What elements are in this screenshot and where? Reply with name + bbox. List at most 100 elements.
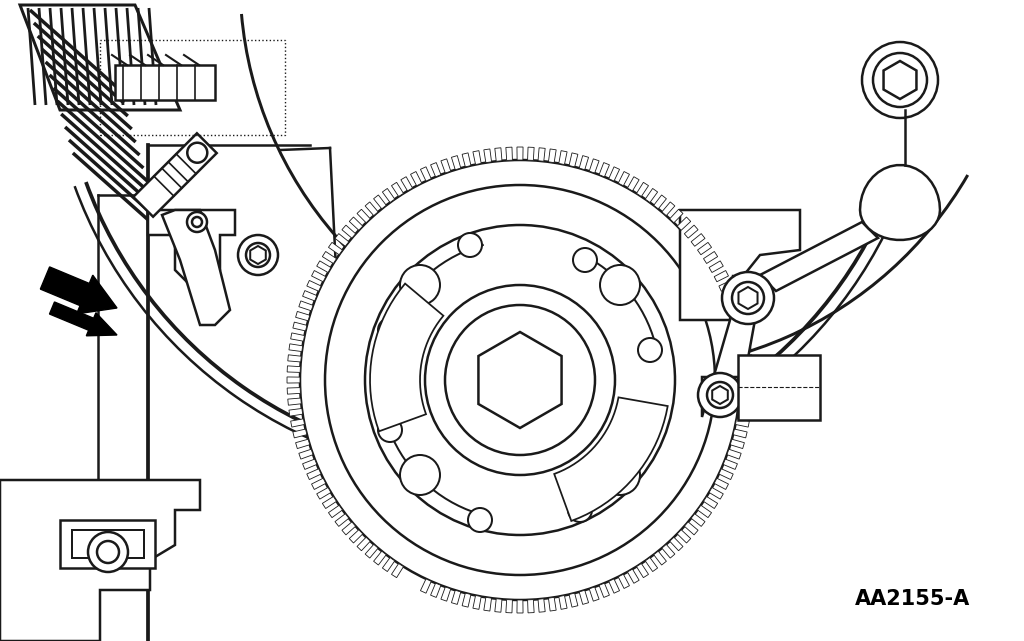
Polygon shape <box>608 579 620 593</box>
Polygon shape <box>599 163 609 177</box>
Polygon shape <box>296 312 309 320</box>
Polygon shape <box>860 165 940 240</box>
Polygon shape <box>462 593 471 607</box>
Polygon shape <box>527 599 535 613</box>
Polygon shape <box>733 322 748 331</box>
Bar <box>60 520 155 568</box>
Polygon shape <box>733 429 748 438</box>
Polygon shape <box>323 497 337 508</box>
Polygon shape <box>506 147 512 160</box>
Circle shape <box>707 382 733 408</box>
Polygon shape <box>293 322 307 331</box>
Polygon shape <box>739 388 753 394</box>
Circle shape <box>238 235 278 275</box>
Polygon shape <box>628 569 639 583</box>
Polygon shape <box>349 529 362 543</box>
Polygon shape <box>287 377 300 383</box>
Polygon shape <box>559 595 567 610</box>
Polygon shape <box>714 271 728 282</box>
Circle shape <box>638 338 662 362</box>
Polygon shape <box>349 217 362 230</box>
Polygon shape <box>527 147 535 160</box>
Polygon shape <box>645 558 657 572</box>
Polygon shape <box>735 333 750 341</box>
Polygon shape <box>670 537 683 551</box>
Polygon shape <box>569 593 578 607</box>
Polygon shape <box>737 408 751 416</box>
Polygon shape <box>628 177 639 191</box>
Polygon shape <box>735 419 750 427</box>
Circle shape <box>193 217 202 227</box>
Circle shape <box>425 285 615 475</box>
Polygon shape <box>618 574 630 588</box>
Polygon shape <box>709 488 723 499</box>
Polygon shape <box>719 469 733 479</box>
Polygon shape <box>291 333 304 341</box>
Circle shape <box>246 243 270 267</box>
Polygon shape <box>299 301 313 311</box>
Polygon shape <box>289 344 303 351</box>
Polygon shape <box>411 172 422 186</box>
Polygon shape <box>357 209 371 223</box>
Polygon shape <box>289 408 303 416</box>
Polygon shape <box>589 587 599 601</box>
Polygon shape <box>452 590 461 604</box>
Polygon shape <box>370 283 443 431</box>
Polygon shape <box>311 271 326 282</box>
Bar <box>72 530 144 558</box>
Polygon shape <box>342 225 355 238</box>
Polygon shape <box>723 459 737 469</box>
Polygon shape <box>288 355 301 362</box>
Polygon shape <box>738 355 820 420</box>
Circle shape <box>628 418 652 442</box>
Polygon shape <box>538 148 545 162</box>
Polygon shape <box>329 505 342 518</box>
Circle shape <box>325 185 715 575</box>
Polygon shape <box>483 149 492 163</box>
Polygon shape <box>730 312 744 320</box>
Polygon shape <box>684 522 698 535</box>
Circle shape <box>698 373 742 417</box>
Polygon shape <box>730 439 744 449</box>
Polygon shape <box>133 133 217 217</box>
Polygon shape <box>680 210 800 320</box>
Circle shape <box>445 305 595 455</box>
Polygon shape <box>0 480 200 641</box>
Circle shape <box>573 248 597 272</box>
Polygon shape <box>580 156 589 170</box>
Polygon shape <box>311 478 326 490</box>
Polygon shape <box>697 242 712 254</box>
Polygon shape <box>495 148 502 162</box>
Polygon shape <box>677 217 691 230</box>
Bar <box>100 40 285 135</box>
Polygon shape <box>738 287 758 309</box>
Polygon shape <box>760 222 878 291</box>
Polygon shape <box>549 149 556 163</box>
Polygon shape <box>702 276 763 417</box>
Polygon shape <box>307 281 322 291</box>
Polygon shape <box>430 163 441 177</box>
Polygon shape <box>670 209 683 223</box>
Polygon shape <box>549 597 556 611</box>
Polygon shape <box>366 202 378 215</box>
Polygon shape <box>662 544 675 558</box>
Polygon shape <box>723 290 737 301</box>
Polygon shape <box>391 182 403 197</box>
Polygon shape <box>517 600 523 613</box>
Polygon shape <box>495 599 502 612</box>
Polygon shape <box>473 595 481 610</box>
Polygon shape <box>714 478 728 490</box>
Polygon shape <box>400 177 413 191</box>
Polygon shape <box>299 449 313 459</box>
Polygon shape <box>653 195 667 209</box>
Polygon shape <box>517 147 523 160</box>
Circle shape <box>458 233 482 257</box>
Polygon shape <box>382 188 394 203</box>
Polygon shape <box>554 397 668 521</box>
Circle shape <box>97 541 119 563</box>
Polygon shape <box>366 544 378 558</box>
Polygon shape <box>288 398 301 405</box>
Polygon shape <box>316 488 331 499</box>
Polygon shape <box>727 301 741 311</box>
Polygon shape <box>382 558 394 572</box>
